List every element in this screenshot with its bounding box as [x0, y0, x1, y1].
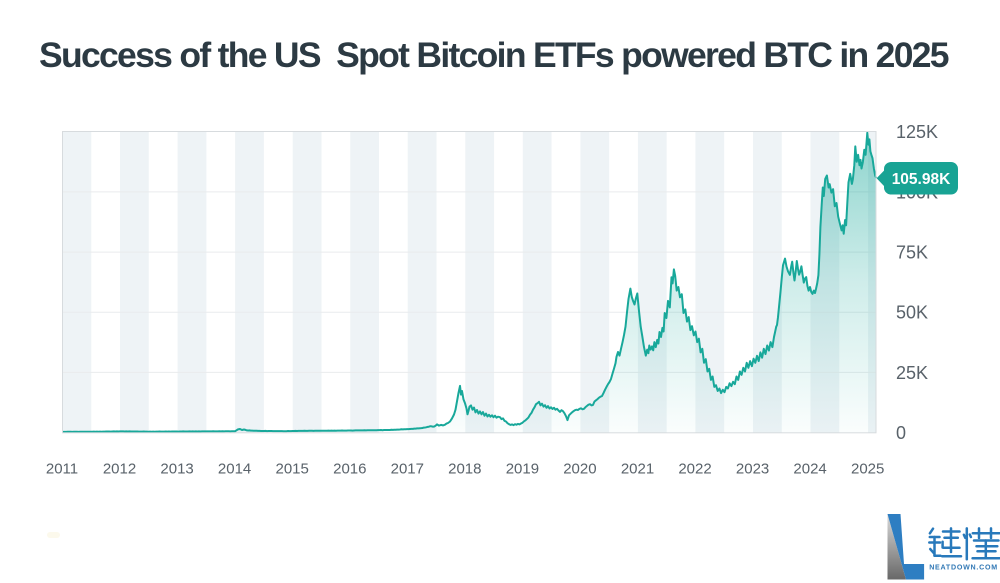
- svg-text:2019: 2019: [506, 460, 539, 477]
- svg-text:2022: 2022: [678, 460, 711, 477]
- svg-text:2020: 2020: [563, 460, 596, 477]
- svg-text:2023: 2023: [736, 460, 769, 477]
- svg-text:2015: 2015: [276, 460, 309, 477]
- svg-text:NEATDOWN.COM: NEATDOWN.COM: [929, 563, 998, 571]
- svg-text:2014: 2014: [218, 460, 251, 477]
- svg-text:75K: 75K: [896, 243, 928, 263]
- svg-text:0: 0: [896, 423, 906, 443]
- svg-text:25K: 25K: [896, 363, 928, 383]
- svg-text:2012: 2012: [103, 460, 136, 477]
- svg-text:125K: 125K: [896, 122, 938, 142]
- svg-text:2024: 2024: [793, 460, 826, 477]
- svg-text:2021: 2021: [621, 460, 654, 477]
- svg-text:2018: 2018: [448, 460, 481, 477]
- svg-text:2016: 2016: [333, 460, 366, 477]
- svg-text:2011: 2011: [46, 460, 78, 477]
- svg-text:2025: 2025: [851, 460, 884, 477]
- svg-text:2013: 2013: [160, 460, 193, 477]
- svg-text:50K: 50K: [896, 303, 928, 323]
- svg-text:2017: 2017: [391, 460, 424, 477]
- svg-text:105.98K: 105.98K: [892, 171, 951, 188]
